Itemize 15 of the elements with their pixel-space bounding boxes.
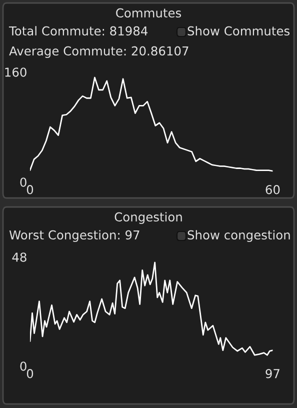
line-series — [30, 262, 273, 356]
y-tick-label: 0 — [20, 362, 26, 371]
text: Total Commute: 81984 — [8, 26, 148, 36]
y-tick-label: 160 — [5, 68, 26, 77]
text: Average Commute: 20.86107 — [9, 46, 188, 58]
x-tick-label: 60 — [266, 184, 280, 194]
text: Show congestion — [188, 230, 290, 242]
chart-title: Congestion — [114, 212, 182, 224]
chart-title: Commutes — [116, 8, 182, 18]
x-tick-label: 97 — [266, 368, 280, 378]
text: Worst Congestion: 97 — [9, 230, 140, 242]
y-tick-label: 0 — [20, 178, 26, 187]
text: Show Commutes — [188, 26, 290, 36]
line-series — [30, 76, 273, 172]
y-tick-label: 48 — [12, 252, 26, 262]
